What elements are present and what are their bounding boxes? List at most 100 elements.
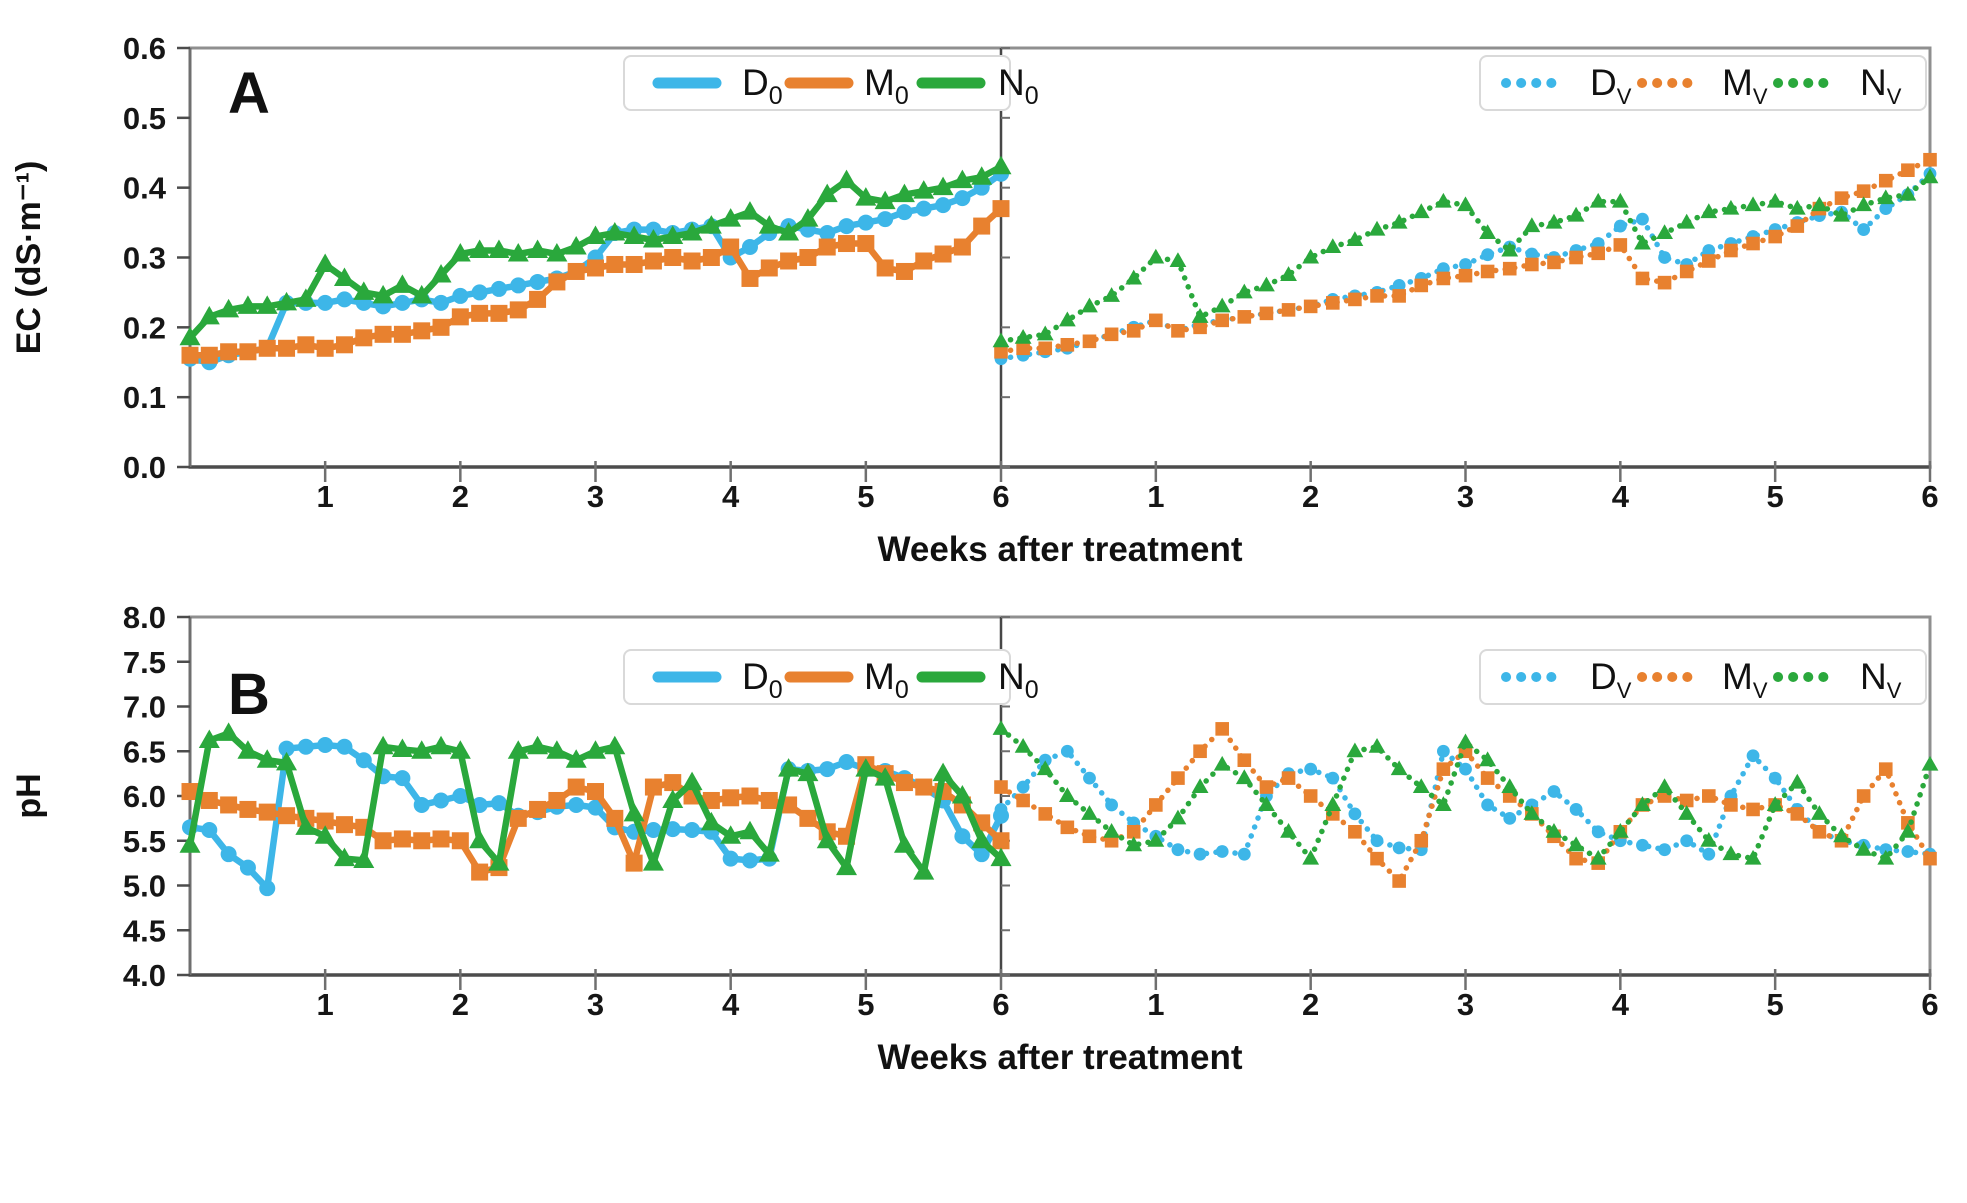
marker-square (471, 304, 489, 322)
marker-square (953, 238, 971, 256)
marker-square (529, 800, 547, 818)
marker-circle (1016, 780, 1030, 794)
panel-A-legend-left: D0 M0 N0 (623, 55, 1039, 111)
marker-circle (259, 880, 276, 897)
marker-triangle (971, 829, 993, 849)
marker-square (278, 339, 296, 357)
marker-circle (336, 738, 353, 755)
marker-triangle (1788, 773, 1806, 789)
marker-circle (1702, 847, 1716, 861)
legend-label-Nv: NV (1860, 656, 1902, 703)
marker-square (1237, 310, 1252, 324)
marker-square (1149, 313, 1163, 328)
marker-triangle (449, 243, 471, 262)
marker-triangle (430, 735, 452, 755)
marker-triangle (1634, 796, 1651, 811)
x-tick-label: 6 (1921, 479, 1938, 514)
marker-triangle (372, 284, 394, 304)
marker-circle (394, 294, 411, 311)
marker-square (838, 235, 856, 253)
marker-circle (1171, 843, 1185, 857)
y-tick-label: 6.0 (123, 779, 166, 814)
marker-triangle (1081, 805, 1098, 820)
marker-triangle (739, 201, 761, 220)
marker-triangle (314, 253, 336, 272)
marker-triangle (1523, 217, 1541, 233)
marker-triangle (893, 834, 915, 853)
marker-square (973, 217, 991, 235)
marker-triangle (411, 740, 433, 759)
marker-square (1702, 789, 1716, 803)
marker-square (432, 830, 450, 848)
y-tick-label: 0.0 (123, 450, 166, 485)
marker-triangle (1589, 192, 1607, 208)
marker-triangle (1235, 283, 1253, 299)
marker-square (220, 796, 238, 814)
marker-triangle (1855, 840, 1873, 856)
marker-square (1702, 254, 1716, 268)
marker-square (181, 346, 199, 364)
panel-A-y-ticks: 0.0 0.1 0.2 0.3 0.4 0.5 0.6 (123, 31, 1010, 485)
marker-square (1480, 264, 1495, 279)
marker-triangle (218, 722, 240, 741)
marker-triangle (565, 236, 587, 255)
marker-square (992, 832, 1010, 850)
marker-circle (1038, 753, 1052, 767)
marker-square (374, 325, 392, 343)
marker-square (1038, 341, 1053, 356)
marker-triangle (218, 298, 240, 318)
legend-label-D0: D0 (742, 62, 783, 110)
marker-circle (1879, 202, 1893, 216)
marker-triangle (1014, 329, 1032, 344)
marker-circle (645, 822, 662, 839)
marker-square (683, 252, 701, 270)
marker-triangle (527, 239, 549, 259)
marker-triangle (1390, 760, 1408, 776)
marker-triangle (411, 284, 433, 304)
marker-square (992, 200, 1010, 218)
marker-circle (935, 197, 952, 214)
marker-triangle (488, 852, 510, 871)
legend-label-Mv: MV (1722, 62, 1768, 109)
marker-circle (1901, 845, 1915, 858)
marker-circle (1569, 803, 1583, 816)
marker-circle (413, 796, 430, 813)
marker-square (1016, 793, 1030, 808)
marker-square (760, 259, 778, 277)
marker-triangle (992, 720, 1010, 735)
marker-triangle (179, 834, 201, 853)
marker-triangle (797, 208, 819, 227)
marker-triangle (1611, 192, 1629, 208)
marker-triangle (623, 225, 645, 245)
marker-circle (452, 287, 469, 304)
x-tick-label: 4 (722, 987, 740, 1022)
marker-triangle (720, 208, 742, 227)
marker-square (1370, 851, 1384, 866)
marker-circle (857, 214, 874, 231)
marker-square (1259, 780, 1274, 794)
legend-label-N0: N0 (998, 656, 1039, 704)
marker-triangle (565, 749, 587, 768)
legend-box (1479, 649, 1927, 705)
marker-triangle (1501, 778, 1519, 794)
marker-triangle (1811, 805, 1828, 820)
marker-circle (336, 291, 353, 308)
marker-triangle (1479, 751, 1497, 767)
marker-circle (664, 821, 681, 838)
marker-circle (510, 277, 527, 294)
marker-triangle (469, 239, 491, 259)
marker-square (1215, 313, 1229, 328)
marker-triangle (1722, 845, 1740, 861)
marker-square (548, 791, 566, 809)
marker-square (1126, 825, 1141, 839)
legend-item-Nv: NV (1773, 656, 1902, 703)
marker-square (1679, 264, 1694, 279)
marker-triangle (642, 229, 664, 248)
marker-triangle (1634, 234, 1651, 250)
marker-square (1657, 275, 1672, 290)
marker-triangle (276, 291, 298, 311)
marker-triangle (1213, 755, 1231, 771)
marker-triangle (874, 190, 896, 210)
marker-square (1193, 320, 1207, 335)
series-Nv-right-markers (992, 168, 1939, 348)
